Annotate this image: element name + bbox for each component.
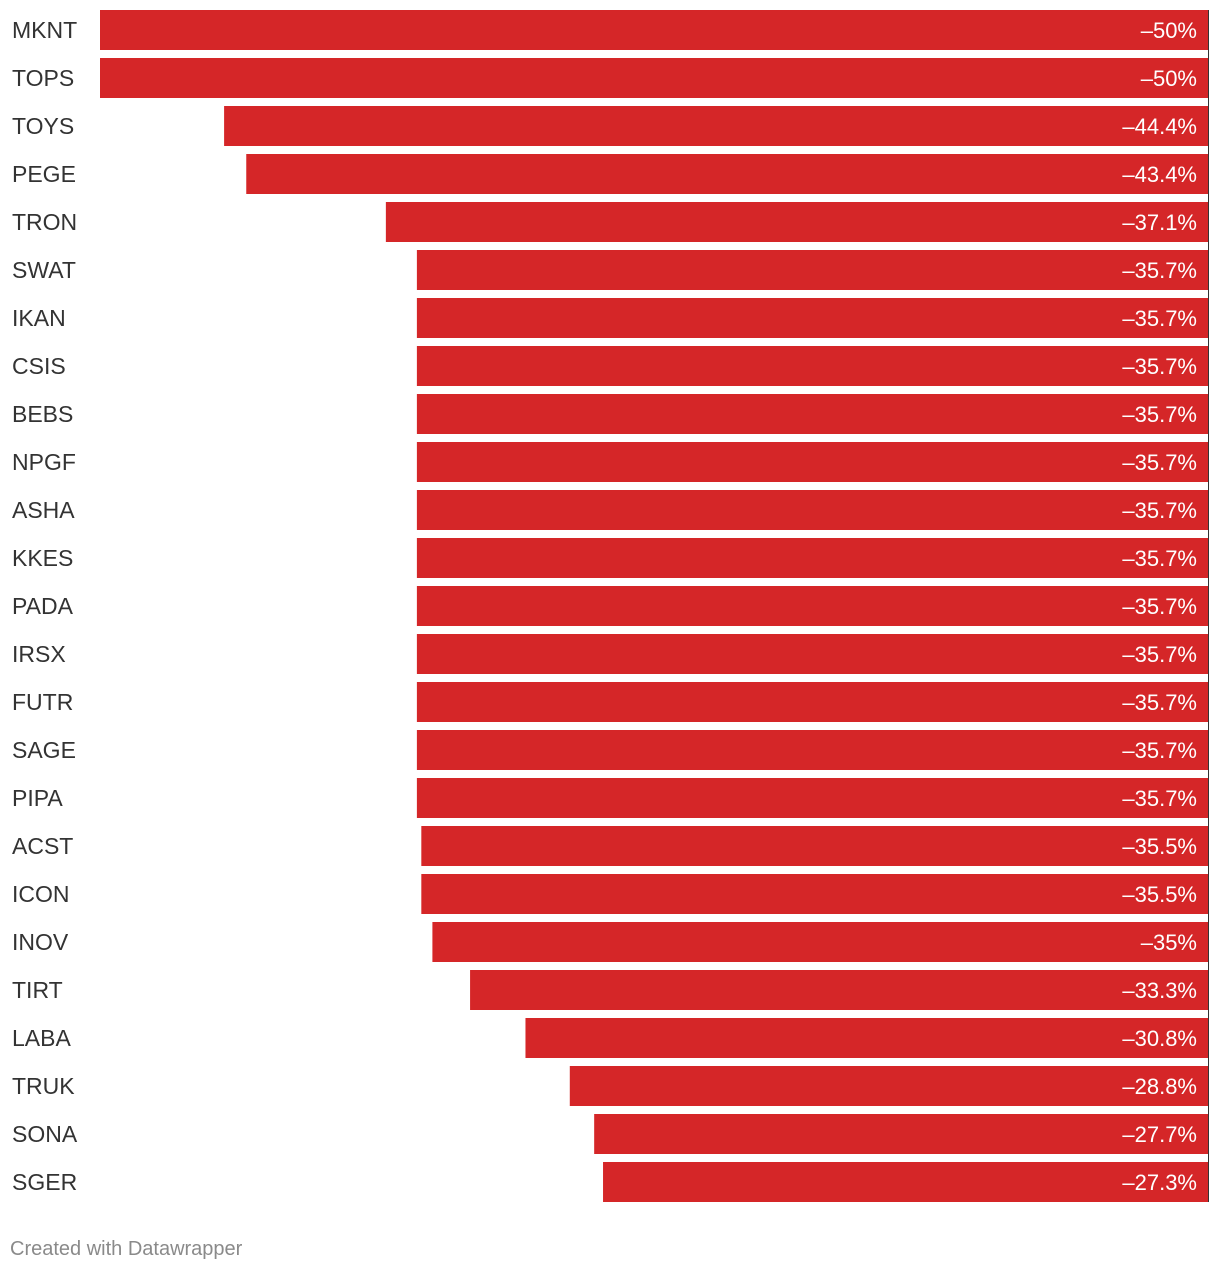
bar-tron — [385, 202, 1208, 242]
category-label-csis: CSIS — [12, 353, 66, 379]
category-label-acst: ACST — [12, 833, 73, 859]
value-label-ikan: –35.7% — [1122, 306, 1197, 331]
category-label-icon: ICON — [12, 881, 70, 907]
bar-inov — [432, 922, 1208, 962]
bar-sage — [416, 730, 1208, 770]
value-label-npgf: –35.7% — [1122, 450, 1197, 475]
bars-layer — [100, 10, 1209, 1202]
category-label-pipa: PIPA — [12, 785, 63, 811]
category-label-ikan: IKAN — [12, 305, 66, 331]
category-label-pege: PEGE — [12, 161, 76, 187]
bar-asha — [416, 490, 1208, 530]
value-label-acst: –35.5% — [1122, 834, 1197, 859]
category-label-tirt: TIRT — [12, 977, 63, 1003]
bar-sona — [594, 1114, 1208, 1154]
category-label-tops: TOPS — [12, 65, 74, 91]
value-label-irsx: –35.7% — [1122, 642, 1197, 667]
value-label-futr: –35.7% — [1122, 690, 1197, 715]
bar-swat — [416, 250, 1208, 290]
value-label-tops: –50% — [1141, 66, 1197, 91]
value-label-toys: –44.4% — [1122, 114, 1197, 139]
bar-futr — [416, 682, 1208, 722]
category-label-pada: PADA — [12, 593, 74, 619]
value-label-sona: –27.7% — [1122, 1122, 1197, 1147]
value-label-inov: –35% — [1141, 930, 1197, 955]
bar-csis — [416, 346, 1208, 386]
footer-credit: Created with Datawrapper — [10, 1238, 243, 1260]
category-label-futr: FUTR — [12, 689, 73, 715]
bar-pada — [416, 586, 1208, 626]
value-label-laba: –30.8% — [1122, 1026, 1197, 1051]
bar-mknt — [100, 10, 1208, 50]
category-label-inov: INOV — [12, 929, 69, 955]
category-labels-layer: MKNT TOPS TOYS PEGE TRON SWAT IKAN CSIS BEBS NPGF… — [12, 17, 78, 1195]
value-label-mknt: –50% — [1141, 18, 1197, 43]
bar-bebs — [416, 394, 1208, 434]
value-label-csis: –35.7% — [1122, 354, 1197, 379]
value-label-icon: –35.5% — [1122, 882, 1197, 907]
bar-irsx — [416, 634, 1208, 674]
value-label-swat: –35.7% — [1122, 258, 1197, 283]
bar-icon — [421, 874, 1208, 914]
bar-kkes — [416, 538, 1208, 578]
category-label-swat: SWAT — [12, 257, 76, 283]
bar-pege — [246, 154, 1209, 194]
category-label-sger: SGER — [12, 1169, 77, 1195]
category-label-sage: SAGE — [12, 737, 76, 763]
bar-tirt — [470, 970, 1208, 1010]
category-label-laba: LABA — [12, 1025, 71, 1051]
bar-laba — [525, 1018, 1208, 1058]
value-label-truk: –28.8% — [1122, 1074, 1197, 1099]
bar-acst — [421, 826, 1208, 866]
category-label-mknt: MKNT — [12, 17, 77, 43]
category-label-sona: SONA — [12, 1121, 78, 1147]
category-label-bebs: BEBS — [12, 401, 73, 427]
value-label-pipa: –35.7% — [1122, 786, 1197, 811]
category-label-irsx: IRSX — [12, 641, 66, 667]
value-label-sger: –27.3% — [1122, 1170, 1197, 1195]
value-label-pege: –43.4% — [1122, 162, 1197, 187]
category-label-truk: TRUK — [12, 1073, 75, 1099]
value-label-pada: –35.7% — [1122, 594, 1197, 619]
category-label-toys: TOYS — [12, 113, 74, 139]
value-label-bebs: –35.7% — [1122, 402, 1197, 427]
bar-tops — [100, 58, 1208, 98]
bar-npgf — [416, 442, 1208, 482]
bar-truk — [569, 1066, 1208, 1106]
category-label-asha: ASHA — [12, 497, 75, 523]
bar-toys — [224, 106, 1208, 146]
category-label-tron: TRON — [12, 209, 77, 235]
category-label-kkes: KKES — [12, 545, 73, 571]
value-label-tron: –37.1% — [1122, 210, 1197, 235]
bar-ikan — [416, 298, 1208, 338]
value-labels-layer: –50% –50% –44.4% –43.4% –37.1% –35.7% –35.7% –3… — [1122, 18, 1197, 1195]
category-label-npgf: NPGF — [12, 449, 76, 475]
value-label-asha: –35.7% — [1122, 498, 1197, 523]
value-label-sage: –35.7% — [1122, 738, 1197, 763]
value-label-kkes: –35.7% — [1122, 546, 1197, 571]
bar-pipa — [416, 778, 1208, 818]
bar-sger — [603, 1162, 1208, 1202]
value-label-tirt: –33.3% — [1122, 978, 1197, 1003]
